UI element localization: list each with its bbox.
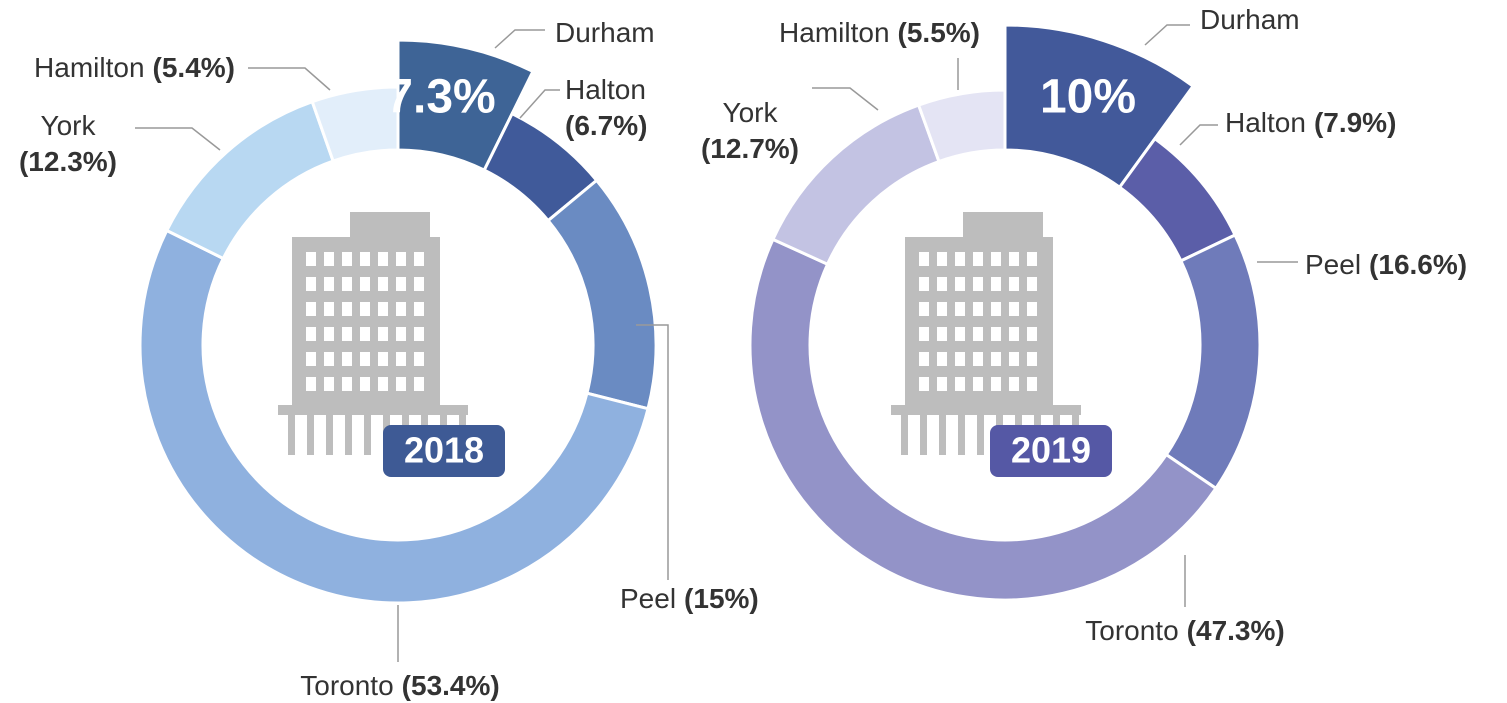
category-label: Hamilton [779, 17, 889, 48]
category-label: Hamilton [34, 52, 144, 83]
value-label: (5.5%) [898, 17, 980, 48]
value-label: (53.4%) [402, 670, 500, 701]
donut-slice [546, 178, 658, 411]
value-label: 7.3% [386, 71, 495, 124]
value-label: (47.3%) [1187, 615, 1285, 646]
value-label: (16.6%) [1369, 249, 1467, 280]
category-label: Toronto [300, 670, 393, 701]
value-label: 10% [1040, 71, 1136, 124]
value-label: (7.9%) [1314, 107, 1396, 138]
slice-label: Toronto (47.3%) [1085, 615, 1284, 646]
donut-slice [138, 228, 650, 605]
donut-slice [1164, 232, 1262, 491]
slice-label: Hamilton (5.5%) [779, 17, 980, 48]
leader-line [248, 67, 331, 91]
slice-label: Peel (16.6%) [1305, 249, 1467, 280]
slice-label: Hamilton (5.4%) [34, 52, 235, 83]
slice-label: Toronto (53.4%) [300, 670, 499, 701]
year-label: 2018 [404, 430, 484, 471]
value-label: (15%) [684, 583, 759, 614]
category-label: Durham [1200, 4, 1300, 35]
year-badge [990, 425, 1112, 477]
leader-line [1144, 24, 1190, 46]
category-label: York [40, 110, 96, 141]
donut-slice [164, 99, 336, 261]
year-badge [383, 425, 505, 477]
leader-line [636, 324, 669, 580]
slice-label: Halton (6.7%) [565, 74, 647, 141]
leader-line [135, 127, 221, 151]
leader-line [1179, 124, 1218, 146]
donut-slice [916, 88, 1007, 164]
slice-label: Peel (15%) [620, 583, 759, 614]
category-label: Peel [620, 583, 676, 614]
leader-line [519, 89, 560, 119]
building-icon [891, 212, 1081, 455]
donut-slice [748, 237, 1218, 602]
category-label: York [722, 97, 778, 128]
slice-label: Halton (7.9%) [1225, 107, 1396, 138]
category-label: Durham [555, 17, 655, 48]
category-label: Toronto [1085, 615, 1178, 646]
value-label: (6.7%) [565, 110, 647, 141]
category-label: Halton [1225, 107, 1306, 138]
leader-line [812, 87, 879, 111]
category-label: Peel [1305, 249, 1361, 280]
building-icon [278, 212, 468, 455]
value-label: (12.3%) [19, 146, 117, 177]
value-label: (5.4%) [153, 52, 235, 83]
slice-label: York (12.3%) [19, 110, 117, 177]
slice-label: Durham [555, 17, 655, 48]
value-label: (12.7%) [701, 133, 799, 164]
leader-line [494, 29, 545, 49]
donut-slice [1003, 23, 1196, 190]
slice-label: York (12.7%) [701, 97, 799, 164]
category-label: Halton [565, 74, 646, 105]
slice-label: Durham [1200, 4, 1300, 35]
year-label: 2019 [1011, 430, 1091, 471]
donut-slice [310, 85, 400, 164]
